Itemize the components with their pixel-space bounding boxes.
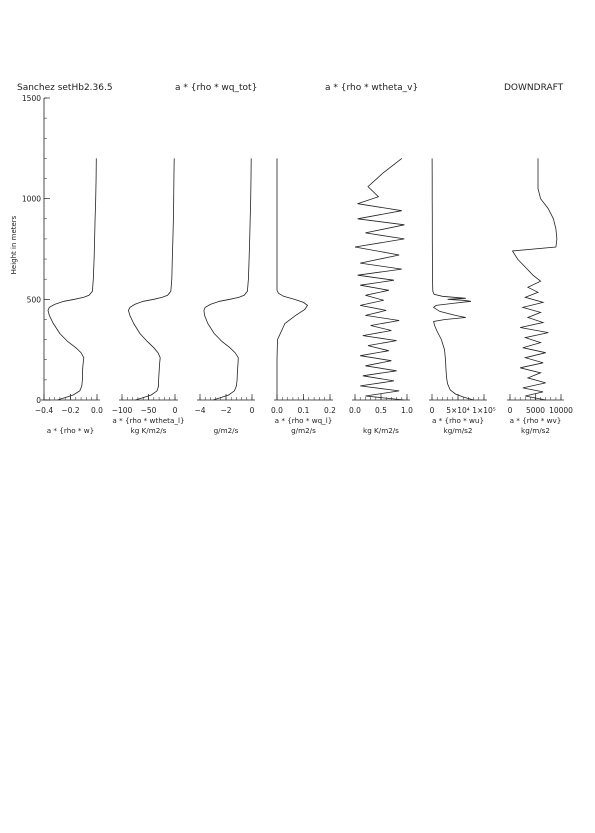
x-tick-label: −4	[194, 406, 205, 415]
x-tick-label: 0	[250, 406, 255, 415]
header-run-name: Sanchez setHb2.36.5	[17, 83, 113, 93]
header-wq-tot: a * {rho * wq_tot}	[175, 83, 257, 93]
panel-4: 0.0 0.1 0.2a * {rho * wq_l}g/m2/s	[271, 158, 336, 435]
x-tick-label: 0.5	[375, 406, 387, 415]
x-tick-label: 1×10⁵	[472, 406, 496, 415]
y-tick-label: 1000	[22, 195, 41, 204]
x-axis-label: g/m2/s	[214, 426, 239, 435]
x-axis-label: a * {rho * wu}	[432, 416, 484, 425]
x-tick-label: −0.2	[61, 406, 79, 415]
series-line-panel-5	[354, 158, 405, 401]
y-tick-label: 500	[27, 295, 42, 304]
x-tick-label: 5×10⁴	[446, 406, 470, 415]
x-tick-label: 0.0	[349, 406, 361, 415]
x-axis-label: a * {rho * w}	[47, 426, 95, 435]
panel-1: −0.4 −0.2 0.0 a * {rho * w}	[35, 158, 103, 435]
x-axis-label: kg K/m2/s	[131, 426, 167, 435]
x-axis-label: g/m2/s	[291, 426, 316, 435]
series-line-panel-6	[431, 158, 474, 401]
x-axis-label: kg/m/s2	[444, 426, 473, 435]
x-tick-label: 10000	[549, 406, 573, 415]
series-line-panel-1	[47, 158, 97, 401]
series-line-panel-2	[127, 158, 175, 401]
x-axis-label: a * {rho * wv}	[510, 416, 562, 425]
series-line-panel-7	[511, 158, 558, 401]
series-line-panel-4	[276, 158, 309, 400]
x-tick-label: −50	[141, 406, 157, 415]
x-tick-label: 5000	[526, 406, 545, 415]
panel-2: −100 −50 0a * {rho * wtheta_l}kg K/m2/s	[112, 158, 185, 435]
x-tick-label: 0	[430, 406, 435, 415]
x-tick-label: 0.0	[91, 406, 103, 415]
y-axis-label: Height in meters	[10, 215, 18, 274]
x-tick-label: 0	[173, 406, 178, 415]
y-axis: 0 500 1000 1500 Height in meters	[10, 94, 50, 405]
header-wtheta-v: a * {rho * wtheta_v}	[325, 83, 418, 93]
x-tick-label: 0.0	[271, 406, 283, 415]
x-axis-label: a * {rho * wtheta_l}	[112, 416, 184, 425]
panel-5: 0.0 0.5 1.0 kg K/m2/s	[349, 158, 413, 435]
x-tick-label: 0.1	[298, 406, 310, 415]
y-tick-label: 0	[36, 396, 41, 405]
x-axis-label: kg K/m2/s	[363, 426, 399, 435]
x-tick-label: 0.2	[324, 406, 336, 415]
x-tick-label: −0.4	[35, 406, 53, 415]
x-tick-label: −100	[112, 406, 133, 415]
panel-3: −4 −2 0 g/m2/s	[194, 158, 255, 435]
x-axis-label: kg/m/s2	[521, 426, 550, 435]
x-tick-label: −2	[220, 406, 231, 415]
y-tick-label: 1500	[22, 94, 41, 103]
x-axis-label: a * {rho * wq_l}	[275, 416, 333, 425]
header-downdraft: DOWNDRAFT	[504, 83, 564, 93]
x-tick-label: 0	[508, 406, 513, 415]
series-line-panel-3	[203, 158, 252, 401]
x-tick-label: 1.0	[401, 406, 413, 415]
